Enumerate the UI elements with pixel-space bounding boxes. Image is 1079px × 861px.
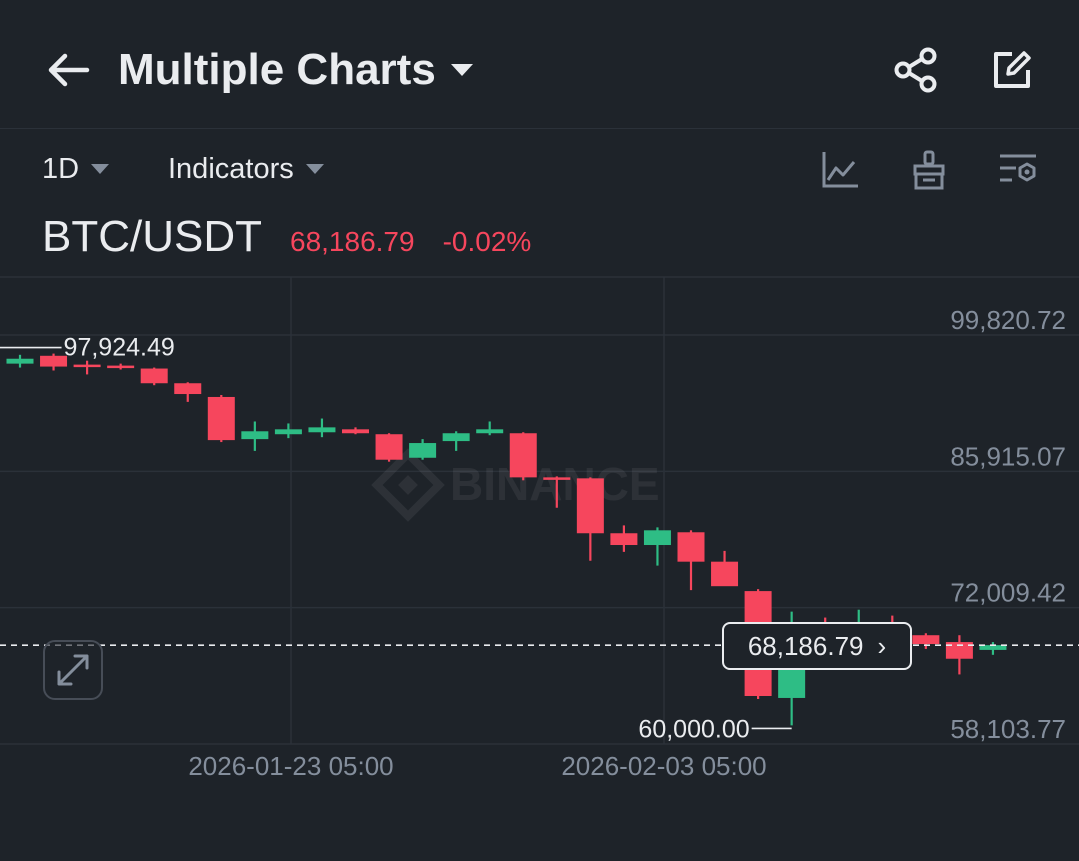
edit-button[interactable]	[982, 40, 1042, 100]
expand-chart-button[interactable]	[43, 640, 103, 700]
candle	[375, 433, 403, 462]
x-tick-label: 2026-01-23 05:00	[188, 751, 393, 781]
x-axis: 2026-01-23 05:00 2026-02-03 05:00	[188, 751, 766, 781]
symbol-row: BTC/USDT 68,186.79 -0.02%	[42, 212, 531, 270]
extreme-labels: 97,924.49 60,000.00	[0, 334, 792, 743]
candlestick-chart[interactable]: BINANCE 99,820.72 85,915.07 72,009.42 58,10…	[0, 276, 1079, 786]
arrow-left-icon	[48, 53, 90, 87]
candle-body	[509, 433, 537, 478]
header-bar	[0, 0, 1079, 129]
candle	[509, 432, 537, 481]
candle-body	[543, 477, 571, 480]
candle	[543, 476, 571, 508]
candle	[308, 418, 336, 438]
candle-body	[308, 427, 336, 433]
candle	[442, 431, 470, 451]
candle-body	[979, 645, 1007, 650]
candle-body	[912, 635, 940, 645]
candle	[476, 421, 504, 436]
candle	[711, 550, 739, 587]
candle-body	[476, 429, 504, 434]
current-price-label: 68,186.79	[747, 630, 864, 661]
interval-label: 1D	[42, 152, 80, 185]
candle-body	[643, 530, 671, 546]
binance-watermark: BINANCE	[371, 448, 660, 522]
page-title: Multiple Charts	[118, 45, 436, 94]
share-icon	[894, 47, 937, 93]
candle-body	[945, 642, 973, 659]
min-price-label: 60,000.00	[638, 715, 749, 743]
candle-body	[241, 431, 269, 440]
current-price-tag[interactable]: 68,186.79 ›	[722, 622, 912, 670]
symbol-pair[interactable]: BTC/USDT	[42, 212, 262, 261]
candle	[677, 530, 705, 591]
chart-type-icon	[822, 152, 858, 188]
candle-body	[107, 365, 135, 369]
chart-layout-dropdown[interactable]: Multiple Charts	[118, 38, 474, 102]
drawing-tools-icon	[913, 150, 945, 190]
candle	[40, 353, 68, 371]
watermark-text: BINANCE	[450, 458, 660, 510]
candle	[207, 395, 235, 443]
y-axis: 99,820.72 85,915.07 72,009.42 58,103.77	[950, 305, 1066, 744]
share-button[interactable]	[886, 40, 946, 100]
indicators-label: Indicators	[168, 152, 294, 185]
candle-body	[40, 355, 68, 367]
edit-icon	[994, 51, 1031, 88]
candle-body	[442, 433, 470, 442]
caret-down-icon	[91, 164, 110, 174]
candle-body	[375, 434, 403, 460]
candle	[945, 635, 973, 675]
chevron-right-icon: ›	[877, 630, 887, 661]
caret-down-icon	[305, 164, 324, 174]
candle-body	[6, 358, 34, 364]
candle-body	[174, 383, 202, 395]
candle-body	[73, 364, 101, 368]
chart-settings-icon	[1000, 154, 1036, 182]
candle	[6, 354, 34, 368]
expand-icon	[57, 654, 89, 686]
y-tick-label: 72,009.42	[950, 578, 1066, 608]
candle	[342, 427, 369, 435]
drawing-tools-button[interactable]	[905, 146, 953, 194]
back-button[interactable]	[38, 40, 98, 100]
x-tick-label: 2026-02-03 05:00	[561, 751, 766, 781]
caret-down-icon	[450, 64, 473, 76]
price-change-percent: -0.02%	[442, 226, 532, 257]
candle-body	[409, 443, 437, 458]
candle-body	[610, 533, 638, 546]
candle	[912, 633, 940, 649]
candle	[610, 525, 638, 552]
candle-body	[140, 368, 168, 384]
candle	[576, 477, 604, 561]
candle	[107, 363, 135, 370]
y-tick-label: 85,915.07	[950, 441, 1066, 471]
y-tick-label: 58,103.77	[950, 714, 1066, 744]
candle-body	[711, 561, 739, 587]
candle-body	[342, 429, 369, 434]
y-tick-label: 99,820.72	[950, 305, 1066, 335]
candle	[409, 439, 437, 460]
candle-body	[207, 396, 235, 441]
max-price-label: 97,924.49	[64, 334, 175, 362]
candle	[73, 360, 101, 375]
chart-settings-button[interactable]	[994, 146, 1042, 194]
last-price: 68,186.79	[290, 226, 415, 257]
candle-body	[576, 478, 604, 534]
candle-body	[274, 429, 302, 435]
candle	[274, 423, 302, 439]
candle	[174, 382, 202, 402]
candle	[140, 367, 168, 386]
indicators-dropdown[interactable]: Indicators	[168, 146, 324, 192]
candle-body	[677, 532, 705, 562]
interval-dropdown[interactable]: 1D	[42, 146, 110, 192]
chart-type-button[interactable]	[816, 146, 864, 194]
candle	[241, 421, 269, 451]
candle	[979, 642, 1007, 655]
candle	[643, 527, 671, 566]
chart-grid	[0, 276, 1079, 745]
